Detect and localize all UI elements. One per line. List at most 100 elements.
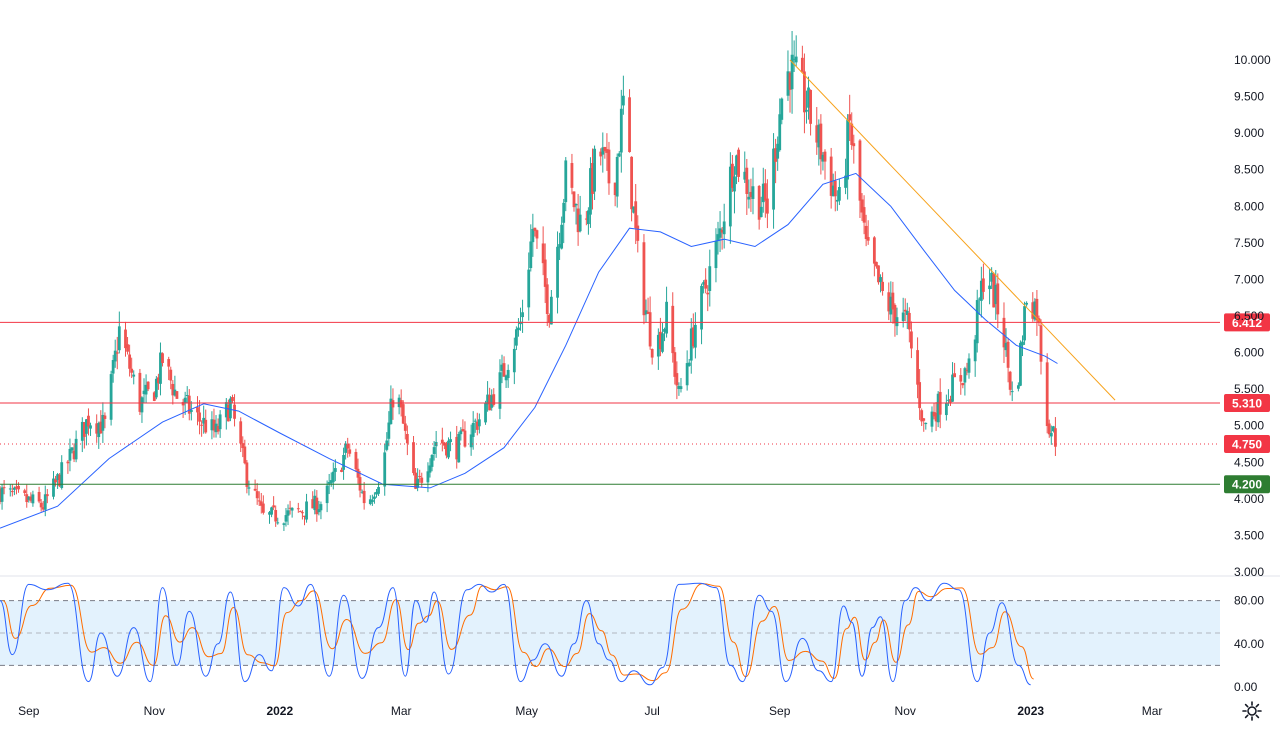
candle (558, 232, 561, 261)
candle-body (138, 372, 142, 412)
candle-body (961, 383, 965, 386)
candle-body (558, 244, 561, 248)
candle (1008, 370, 1012, 396)
candle-body (80, 421, 84, 441)
candle (342, 447, 345, 480)
candle (115, 336, 119, 370)
candle (154, 376, 158, 400)
candle-body (473, 420, 477, 422)
candle-body (543, 259, 547, 287)
candle-body (823, 151, 827, 162)
candle (907, 307, 911, 343)
candle (1021, 335, 1024, 357)
candle (708, 249, 712, 307)
candle-body (245, 462, 249, 487)
candle-body (331, 471, 335, 483)
candle (881, 272, 884, 296)
candle (1047, 419, 1051, 438)
candle-body (447, 440, 450, 458)
candle-body (247, 487, 251, 489)
candle-body (837, 187, 841, 201)
price-level-label: 6.412 (1232, 316, 1262, 330)
candle (39, 499, 43, 512)
candle-body (1004, 343, 1008, 351)
candle-body (722, 221, 726, 235)
candle (1019, 340, 1022, 387)
candle-body (872, 237, 876, 264)
candle (759, 196, 763, 218)
candle-body (477, 419, 481, 427)
descending-trendline[interactable] (789, 59, 1116, 401)
candle (418, 469, 422, 483)
price-level-label: 5.310 (1232, 397, 1262, 411)
candle-body (617, 153, 621, 157)
candle (949, 395, 952, 407)
candle (564, 157, 568, 212)
candle-body (774, 148, 778, 162)
candle (31, 490, 35, 507)
price-tick-label: 7.000 (1234, 272, 1264, 286)
candle-body (893, 305, 897, 324)
candle (617, 151, 621, 158)
candle (488, 387, 492, 411)
candle (387, 411, 391, 447)
candle (405, 425, 409, 456)
candle (864, 214, 868, 247)
candle (973, 335, 977, 377)
price-level-label: 4.200 (1232, 478, 1262, 492)
candle (632, 206, 636, 214)
candle-body (224, 402, 228, 418)
candle-body (97, 423, 101, 438)
moving-average-line (0, 172, 1058, 529)
oscillator-d-line (2, 583, 1034, 682)
candle-body (547, 314, 551, 323)
candle (1025, 301, 1029, 307)
candle-body (934, 412, 938, 422)
candle-body (500, 364, 504, 371)
candle-body (1010, 391, 1014, 393)
candle-body (340, 469, 343, 472)
candle (296, 502, 300, 513)
candle (514, 326, 518, 351)
candle (473, 418, 477, 433)
candle-body (455, 436, 459, 460)
candle (642, 234, 646, 325)
candle-body (204, 419, 208, 433)
candle (673, 346, 677, 385)
candle-body (642, 242, 646, 316)
candle (533, 227, 537, 237)
candle-body (488, 394, 492, 411)
candle (113, 339, 117, 368)
candle-body (144, 384, 148, 395)
candle-body (693, 324, 697, 348)
candle-body (459, 430, 463, 435)
candle (45, 489, 49, 504)
candle-body (977, 298, 981, 300)
candle (257, 491, 261, 507)
candle-body (916, 350, 919, 385)
candle (749, 178, 753, 212)
candle (887, 282, 891, 321)
candle (570, 153, 574, 195)
candle-body (922, 418, 926, 421)
candle-body (370, 499, 374, 502)
candle-body (805, 109, 808, 112)
candle-body (461, 429, 465, 432)
candle (586, 207, 590, 235)
candle-body (198, 412, 201, 422)
gear-icon[interactable] (1241, 700, 1263, 722)
candle-body (535, 230, 539, 239)
candle (535, 229, 539, 249)
candle (305, 493, 308, 523)
candle-body (70, 447, 74, 451)
candle (601, 132, 605, 173)
candle (132, 370, 136, 385)
candle (103, 412, 107, 429)
candle-body (41, 507, 45, 510)
candle (420, 472, 424, 488)
candle-body (216, 425, 220, 432)
candle (975, 289, 979, 353)
candle-body (975, 300, 979, 344)
candle-body (276, 522, 280, 524)
